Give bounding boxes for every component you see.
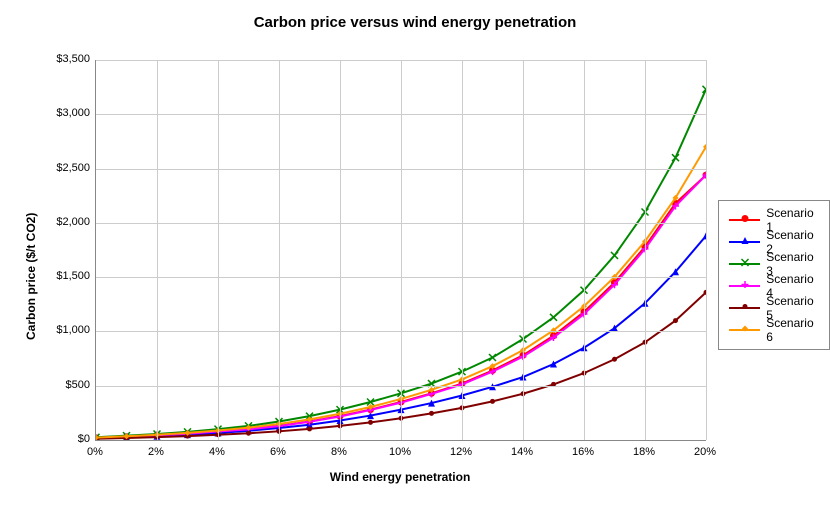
y-tick-label: $1,000 <box>35 324 90 336</box>
x-tick-label: 10% <box>380 446 420 458</box>
series-marker-s5 <box>246 431 251 436</box>
series-marker-s5 <box>307 426 312 431</box>
series-marker-s3 <box>489 354 496 361</box>
gridline-v <box>584 60 585 440</box>
gridline-v <box>523 60 524 440</box>
gridline-v <box>218 60 219 440</box>
legend-swatch <box>729 241 760 243</box>
gridline-v <box>462 60 463 440</box>
chart-title: Carbon price versus wind energy penetrat… <box>0 14 830 31</box>
y-tick-label: $1,500 <box>35 270 90 282</box>
gridline-v <box>706 60 707 440</box>
x-tick-label: 16% <box>563 446 603 458</box>
series-marker-s5 <box>612 357 617 362</box>
gridline-v <box>401 60 402 440</box>
x-tick-label: 6% <box>258 446 298 458</box>
series-marker-s5 <box>490 399 495 404</box>
series-marker-s3 <box>611 252 618 259</box>
x-axis-label: Wind energy penetration <box>95 470 705 484</box>
y-tick-label: $0 <box>35 433 90 445</box>
gridline-v <box>645 60 646 440</box>
legend-swatch <box>729 219 760 221</box>
legend-swatch <box>729 285 760 287</box>
legend-label: Scenario 6 <box>766 316 819 344</box>
x-tick-label: 20% <box>685 446 725 458</box>
series-marker-s5 <box>429 411 434 416</box>
legend-swatch <box>729 263 760 265</box>
x-tick-label: 8% <box>319 446 359 458</box>
y-tick-label: $3,000 <box>35 107 90 119</box>
y-tick-label: $2,000 <box>35 216 90 228</box>
x-tick-label: 2% <box>136 446 176 458</box>
legend-item-s6: Scenario 6 <box>729 319 819 341</box>
gridline-v <box>340 60 341 440</box>
x-tick-label: 4% <box>197 446 237 458</box>
x-tick-label: 14% <box>502 446 542 458</box>
series-marker-s5 <box>368 420 373 425</box>
legend-swatch <box>729 329 760 331</box>
y-tick-label: $500 <box>35 379 90 391</box>
x-tick-label: 18% <box>624 446 664 458</box>
y-tick-label: $2,500 <box>35 162 90 174</box>
x-tick-label: 12% <box>441 446 481 458</box>
series-marker-s5 <box>673 318 678 323</box>
legend-swatch <box>729 307 760 309</box>
x-tick-label: 0% <box>75 446 115 458</box>
y-tick-label: $3,500 <box>35 53 90 65</box>
series-marker-s3 <box>550 314 557 321</box>
plot-area <box>95 60 706 441</box>
gridline-v <box>279 60 280 440</box>
legend: Scenario 1Scenario 2Scenario 3Scenario 4… <box>718 200 830 350</box>
gridline-v <box>157 60 158 440</box>
